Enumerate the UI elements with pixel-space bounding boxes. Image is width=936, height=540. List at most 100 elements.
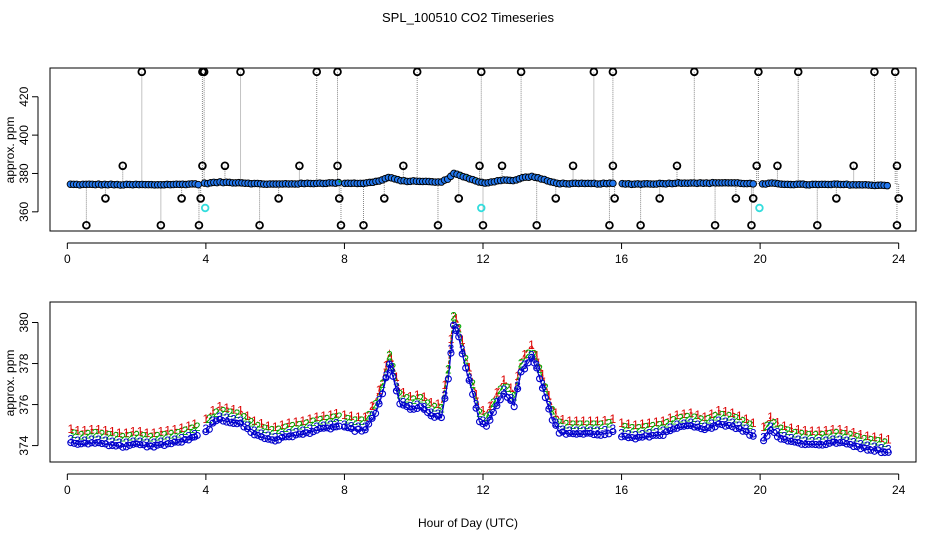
series-1-marker: 1 xyxy=(435,397,442,411)
spike-point xyxy=(610,194,619,203)
series-1-marker: 1 xyxy=(320,409,327,423)
bottom-x-tick-label: 4 xyxy=(203,483,210,497)
series-1-marker: 1 xyxy=(306,412,313,426)
series-2-marker: 2 xyxy=(154,429,161,443)
series-3-marker: 3 xyxy=(559,423,566,437)
series-1-marker: 1 xyxy=(300,414,307,428)
series-2-marker: 2 xyxy=(606,417,613,431)
series-2-marker: 2 xyxy=(798,427,805,441)
series-1-marker: 1 xyxy=(279,418,286,432)
series-o-marker xyxy=(387,366,395,374)
series-1-line xyxy=(621,410,754,426)
series-3-marker: 3 xyxy=(694,418,701,432)
series-2-marker: 2 xyxy=(417,391,424,405)
series-o-marker xyxy=(683,422,691,430)
series-3-marker: 3 xyxy=(830,433,837,447)
spike-point xyxy=(333,161,342,171)
top-y-tick-label: 420 xyxy=(17,86,31,106)
series-o-marker xyxy=(572,430,581,438)
series-o-marker xyxy=(365,420,373,428)
series-o-marker xyxy=(94,439,103,447)
series-2-marker: 2 xyxy=(597,418,604,432)
spike-point xyxy=(710,220,720,230)
series-3-marker: 3 xyxy=(878,441,885,455)
series-o-marker xyxy=(340,423,348,431)
series-o-marker xyxy=(223,418,231,426)
series-o-marker xyxy=(254,431,262,439)
series-1-marker: 1 xyxy=(473,387,480,401)
series-3-marker: 3 xyxy=(144,436,151,450)
series-3-marker: 3 xyxy=(736,419,743,433)
series-o-marker xyxy=(126,441,134,449)
series-3-marker: 3 xyxy=(459,343,466,357)
series-o-marker xyxy=(434,412,442,420)
highlight-point xyxy=(755,203,764,213)
spike-point xyxy=(379,194,389,203)
series-o-marker xyxy=(77,440,85,448)
series-2-marker: 2 xyxy=(248,416,255,430)
series-o-marker xyxy=(129,440,137,448)
series-1-line xyxy=(70,422,198,434)
series-o-marker xyxy=(593,431,601,439)
series-o-marker xyxy=(863,446,872,454)
series-o-marker xyxy=(285,433,293,441)
series-3-marker: 3 xyxy=(521,358,528,372)
series-1-marker: 1 xyxy=(802,424,809,438)
series-o-marker xyxy=(715,420,723,428)
series-o-marker xyxy=(146,442,155,450)
series-2-marker: 2 xyxy=(511,389,518,403)
series-2-marker: 2 xyxy=(126,429,133,443)
series-2-marker: 2 xyxy=(351,414,358,428)
series-1-marker: 1 xyxy=(701,410,708,424)
series-1-marker: 1 xyxy=(632,418,639,432)
series-2-marker: 2 xyxy=(577,418,584,432)
series-o-marker xyxy=(586,429,594,437)
series-2-marker: 2 xyxy=(854,430,861,444)
spike-point xyxy=(832,194,841,203)
series-2-marker: 2 xyxy=(220,404,227,418)
series-1-marker: 1 xyxy=(885,432,892,446)
series-o-marker xyxy=(825,439,833,447)
series-o-marker xyxy=(704,424,712,432)
series-2-marker: 2 xyxy=(365,409,372,423)
spike-point xyxy=(636,220,645,230)
series-3-marker: 3 xyxy=(646,426,653,440)
series-o-marker xyxy=(462,364,470,372)
bottom-y-tick-label: 376 xyxy=(17,394,31,414)
baseline-point-accent xyxy=(338,180,341,183)
series-3-marker: 3 xyxy=(216,410,223,424)
series-3-marker: 3 xyxy=(610,422,617,436)
series-o-marker xyxy=(870,447,878,455)
series-o-marker xyxy=(555,429,563,437)
series-o-marker xyxy=(694,423,702,431)
series-o-marker xyxy=(784,437,792,445)
series-o-marker xyxy=(583,429,591,437)
spike-point xyxy=(793,67,803,77)
series-2-marker: 2 xyxy=(826,427,833,441)
series-o-marker xyxy=(167,440,175,448)
bottom-x-tick-label: 16 xyxy=(615,483,629,497)
series-2-marker: 2 xyxy=(78,428,85,442)
series-3-marker: 3 xyxy=(251,424,258,438)
series-3-marker: 3 xyxy=(230,413,237,427)
series-o-marker xyxy=(406,405,414,413)
top-x-tick-label: 16 xyxy=(615,252,629,266)
series-2-marker: 2 xyxy=(379,377,386,391)
series-1-marker: 1 xyxy=(293,415,300,429)
series-o-marker xyxy=(288,433,297,441)
series-2-marker: 2 xyxy=(497,383,504,397)
bottom-x-tick-label: 12 xyxy=(476,483,490,497)
spike-point xyxy=(608,161,618,171)
series-o-marker xyxy=(493,402,501,410)
series-o-marker xyxy=(309,428,317,436)
series-o-marker xyxy=(780,435,788,444)
series-1-marker: 1 xyxy=(795,423,802,437)
series-o-marker xyxy=(533,364,541,372)
series-1-marker: 1 xyxy=(209,404,216,418)
series-1-marker: 1 xyxy=(237,404,244,418)
spike-point xyxy=(399,161,408,171)
series-1-marker: 1 xyxy=(857,427,864,441)
series-o-marker xyxy=(728,423,736,431)
series-o-marker xyxy=(302,429,310,437)
series-o-marker xyxy=(358,427,366,435)
